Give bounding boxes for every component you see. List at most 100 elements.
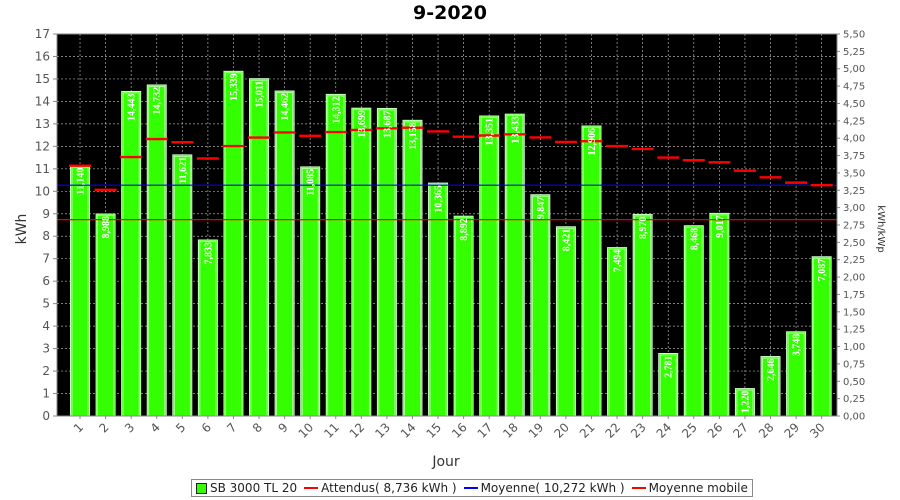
data-label: 13,687 [382, 110, 393, 138]
legend-label: Moyenne mobile [648, 481, 748, 495]
data-label: 15,011 [255, 81, 266, 108]
plot-area: 11,140 8,988 14,443 14,732 11,621 7,833 15,339… [56, 33, 838, 417]
y-tick-label: 14 [35, 94, 50, 108]
x-tick-label: 24 [654, 420, 675, 441]
x-tick-label: 5 [173, 420, 188, 435]
x-tick-label: 23 [628, 420, 649, 441]
data-label: 14,443 [127, 93, 138, 121]
x-tick-label: 19 [526, 420, 547, 441]
bar [351, 107, 372, 417]
legend-swatch-line [631, 487, 646, 489]
bar [555, 226, 576, 417]
y-tick-label: 12 [35, 139, 50, 153]
bar [325, 93, 346, 417]
data-label: 13,158 [408, 122, 419, 150]
y2-tick-label: 5,50 [843, 30, 865, 41]
data-label: 13,351 [485, 118, 496, 146]
legend-item-average: Moyenne( 10,272 kWh ) [463, 481, 625, 495]
data-label: 10,365 [434, 185, 445, 213]
x-tick-label: 3 [122, 420, 137, 435]
x-tick-label: 6 [199, 420, 214, 435]
x-tick-label: 30 [807, 420, 828, 441]
y2-tick-label: 1,50 [843, 307, 865, 318]
data-label: 14,732 [152, 87, 163, 115]
y2-tick-label: 4,75 [843, 82, 865, 93]
y-tick-label: 7 [42, 252, 50, 266]
y2-tick-label: 2,00 [843, 273, 865, 284]
y2-tick-label: 3,50 [843, 168, 865, 179]
y-tick-label: 17 [35, 27, 50, 41]
y2-tick-label: 4,50 [843, 99, 865, 110]
y-tick-label: 1 [42, 387, 50, 401]
y2-tick-label: 2,75 [843, 221, 865, 232]
y2-tick-label: 2,50 [843, 238, 865, 249]
x-tick-label: 20 [551, 420, 572, 441]
data-label: 12,906 [587, 128, 598, 156]
legend: SB 3000 TL 20 Attendus( 8,736 kWh ) Moye… [191, 479, 753, 497]
bar [632, 213, 653, 417]
data-label: 8,988 [101, 216, 112, 239]
bar [172, 154, 193, 417]
x-tick-label: 8 [250, 420, 265, 435]
bar [428, 182, 449, 417]
x-tick-label: 7 [224, 420, 239, 435]
y2-tick-label: 5,00 [843, 64, 865, 75]
data-label: 11,621 [178, 157, 189, 184]
x-tick-label: 16 [449, 420, 470, 441]
legend-label: Attendus( 8,736 kWh ) [321, 481, 457, 495]
x-tick-label: 15 [423, 420, 444, 441]
y2-tick-label: 0,00 [843, 412, 865, 423]
x-tick-label: 4 [148, 420, 163, 435]
y-tick-label: 0 [42, 409, 50, 423]
data-label: 3,748 [792, 334, 803, 357]
data-label: 8,421 [561, 229, 572, 252]
bar [121, 90, 142, 417]
y2-tick-label: 3,00 [843, 203, 865, 214]
x-tick-label: 18 [500, 420, 521, 441]
x-tick-label: 13 [372, 420, 393, 441]
y2-tick-label: 0,50 [843, 377, 865, 388]
legend-item-production: SB 3000 TL 20 [196, 481, 297, 495]
x-tick-label: 29 [781, 420, 802, 441]
data-label: 7,087 [817, 259, 828, 282]
data-label: 11,140 [76, 168, 87, 195]
data-label: 7,833 [203, 242, 214, 265]
data-label: 15,339 [229, 73, 240, 101]
chart-title: 9-2020 [413, 2, 487, 24]
x-tick-label: 9 [275, 420, 290, 435]
bar [95, 213, 116, 417]
bar [300, 166, 321, 417]
y-tick-label: 9 [42, 207, 50, 221]
x-tick-label: 25 [679, 420, 700, 441]
bar [530, 194, 551, 417]
x-tick-label: 2 [96, 420, 111, 435]
bar [581, 125, 602, 417]
legend-swatch-line [463, 487, 478, 489]
y2-tick-label: 5,25 [843, 47, 865, 58]
y-axis-label: kWh [14, 214, 30, 245]
y-tick-label: 2 [42, 364, 50, 378]
x-tick-label: 26 [705, 420, 726, 441]
data-label: 11,085 [306, 169, 317, 196]
bar [70, 165, 91, 417]
legend-swatch-line [304, 487, 319, 489]
data-label: 1,220 [740, 391, 751, 414]
y2-tick-label: 1,25 [843, 325, 865, 336]
x-tick-label: 27 [730, 420, 751, 441]
bar [504, 113, 525, 417]
legend-item-expected: Attendus( 8,736 kWh ) [304, 481, 457, 495]
legend-label: Moyenne( 10,272 kWh ) [480, 481, 625, 495]
data-label: 9,847 [536, 197, 547, 220]
y-tick-label: 15 [35, 72, 50, 86]
y-tick-label: 13 [35, 117, 50, 131]
x-tick-label: 10 [296, 420, 317, 441]
x-axis-label: Jour [431, 454, 460, 470]
bar [146, 84, 167, 417]
x-tick-label: 12 [347, 420, 368, 441]
data-label: 13,433 [510, 116, 521, 144]
data-label: 8,970 [638, 216, 649, 239]
y-tick-label: 10 [35, 184, 50, 198]
y-tick-label: 4 [42, 319, 50, 333]
